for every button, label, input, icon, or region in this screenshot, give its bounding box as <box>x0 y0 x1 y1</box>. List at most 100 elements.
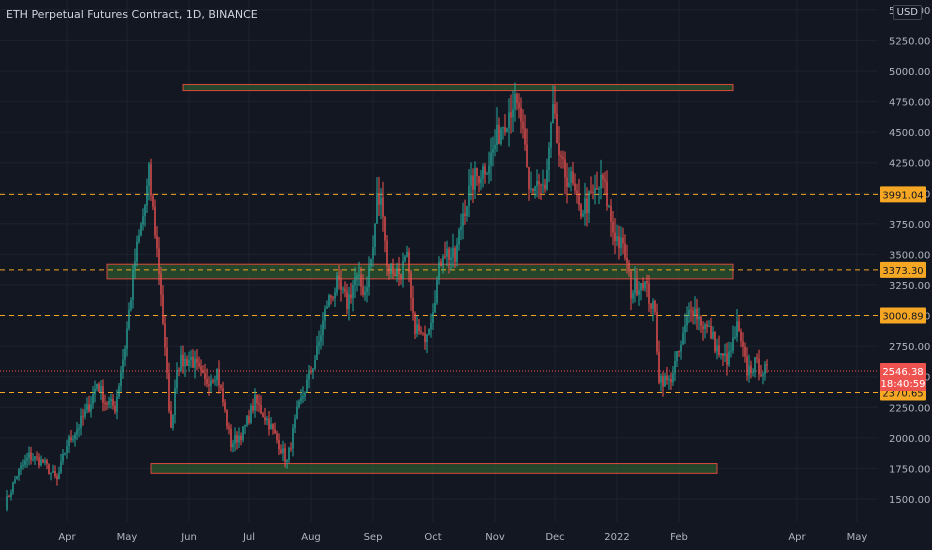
candle <box>688 310 690 317</box>
candle <box>134 261 136 270</box>
candle <box>558 142 560 156</box>
candle <box>172 415 174 428</box>
candle <box>330 295 332 298</box>
candle <box>68 436 70 446</box>
candle <box>562 157 564 160</box>
candle <box>432 312 434 323</box>
candle <box>422 332 424 334</box>
candle <box>684 325 686 333</box>
candle <box>336 275 338 293</box>
candle <box>758 358 760 375</box>
candle <box>674 361 676 374</box>
candle <box>528 167 530 190</box>
candle <box>350 294 352 299</box>
candle <box>246 416 248 425</box>
candle <box>398 268 400 275</box>
candle <box>764 363 766 375</box>
candle <box>376 193 378 224</box>
candle <box>430 322 432 330</box>
candle <box>572 171 574 184</box>
candle <box>306 379 308 393</box>
candle <box>424 333 426 342</box>
candle <box>302 396 304 398</box>
candle <box>642 282 644 289</box>
candle <box>644 281 646 289</box>
candle <box>418 324 420 331</box>
candle <box>94 388 96 395</box>
candle <box>508 112 510 128</box>
candle <box>738 321 740 332</box>
candle <box>12 482 14 493</box>
candle <box>626 257 628 263</box>
candle <box>366 287 368 293</box>
candle <box>394 274 396 277</box>
candle <box>760 374 762 376</box>
candle <box>294 418 296 429</box>
candle <box>116 396 118 412</box>
candle <box>224 402 226 410</box>
price-tick-label: 3500.00 <box>889 250 930 261</box>
candle <box>748 365 750 376</box>
candle <box>478 175 480 184</box>
candle <box>652 301 654 309</box>
candle <box>470 175 472 186</box>
candle <box>692 310 694 316</box>
candle <box>38 457 40 466</box>
candle <box>8 496 10 498</box>
candle <box>170 410 172 428</box>
candle <box>356 275 358 278</box>
candle <box>514 93 516 110</box>
candle <box>524 128 526 145</box>
candle <box>532 188 534 191</box>
candle <box>410 272 412 298</box>
candle <box>428 329 430 335</box>
candle <box>168 373 170 411</box>
currency-button[interactable]: USD <box>892 5 922 20</box>
candle <box>752 371 754 373</box>
price-tags: 3991.04 3373.30 3000.89 2370.65 2546.3818:40… <box>880 186 926 401</box>
candle <box>314 359 316 369</box>
candle <box>542 184 544 186</box>
chart-title: ETH Perpetual Futures Contract, 1D, BINA… <box>6 8 258 21</box>
candle <box>120 372 122 387</box>
candle <box>694 308 696 316</box>
price-tick-label: 1500.00 <box>889 495 930 506</box>
level-price-tag <box>880 307 926 324</box>
candle <box>488 165 490 174</box>
candle <box>448 248 450 260</box>
time-tick-label: Aug <box>301 532 321 543</box>
candle <box>276 433 278 440</box>
candle <box>144 205 146 217</box>
candle <box>550 123 552 148</box>
candle <box>604 179 606 182</box>
candle <box>208 384 210 387</box>
candle <box>178 369 180 371</box>
candle <box>444 256 446 258</box>
candle <box>538 181 540 185</box>
candle <box>130 299 132 310</box>
time-tick-label: Jul <box>242 532 255 543</box>
candle <box>122 359 124 373</box>
candle <box>234 435 236 444</box>
candle <box>454 248 456 263</box>
candle <box>342 288 344 290</box>
candle <box>248 416 250 423</box>
candle <box>434 302 436 313</box>
candle <box>42 459 44 463</box>
candles <box>6 82 768 512</box>
candle <box>408 251 410 273</box>
candle <box>328 295 330 307</box>
candle <box>516 93 518 103</box>
candle <box>162 294 164 324</box>
candle <box>298 401 300 407</box>
candle <box>678 350 680 352</box>
candle <box>606 181 608 207</box>
candle <box>582 213 584 217</box>
candle <box>492 148 494 153</box>
candle <box>174 388 176 416</box>
candle <box>734 336 736 338</box>
candle <box>166 347 168 374</box>
candle <box>72 439 74 441</box>
level-price-tag <box>880 186 926 203</box>
